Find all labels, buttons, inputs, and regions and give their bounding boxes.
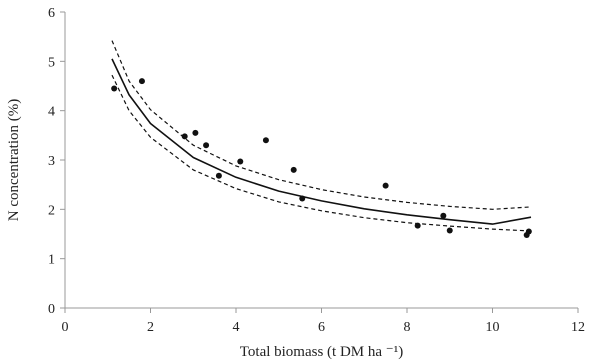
x-tick-label: 12 [571, 320, 585, 335]
x-axis-title: Total biomass (t DM ha ⁻¹) [240, 344, 403, 360]
y-tick-label: 4 [48, 105, 55, 120]
x-tick-label: 2 [147, 320, 154, 335]
data-point [203, 142, 210, 149]
x-tick-label: 8 [404, 320, 411, 335]
data-point [262, 137, 269, 144]
data-point [382, 182, 389, 189]
data-point [440, 212, 447, 219]
data-point [446, 227, 453, 234]
y-tick-label: 1 [48, 253, 55, 268]
data-point [215, 172, 222, 179]
data-point [414, 222, 421, 229]
y-axis-title: N concentration (%) [6, 99, 22, 221]
fit-line-curve [111, 58, 532, 225]
data-point [192, 129, 199, 136]
lower-bound-curve [111, 74, 532, 232]
data-points [111, 78, 532, 238]
y-tick-label: 0 [48, 302, 55, 317]
data-point [237, 158, 244, 165]
data-point [111, 85, 118, 92]
data-point [299, 195, 306, 202]
data-point [138, 78, 145, 85]
x-tick-label: 4 [233, 320, 240, 335]
upper-bound-curve [111, 40, 532, 210]
y-tick-label: 5 [48, 55, 55, 70]
x-tick-label: 0 [62, 320, 69, 335]
y-tick-label: 2 [48, 203, 55, 218]
y-tick-label: 3 [48, 154, 55, 169]
y-tick-label: 6 [48, 6, 55, 21]
data-point [525, 228, 532, 235]
x-tick-label: 10 [486, 320, 500, 335]
data-point [181, 133, 188, 140]
fitted-curves [111, 40, 532, 232]
data-point [290, 166, 297, 173]
x-tick-label: 6 [318, 320, 325, 335]
